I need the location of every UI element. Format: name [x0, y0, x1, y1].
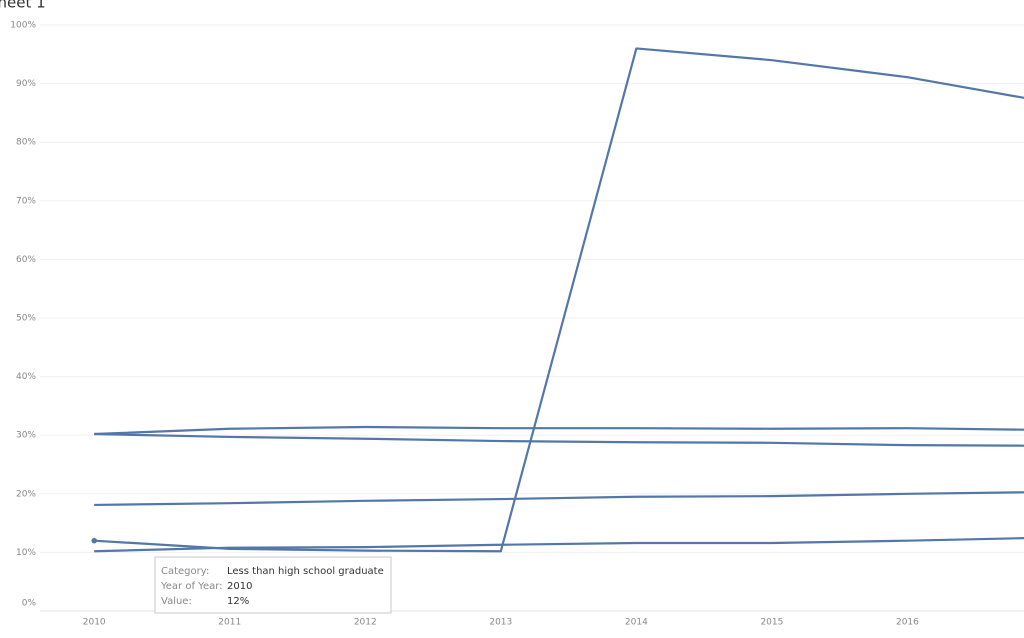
lines[interactable] [91, 47, 1024, 553]
tooltip-key: Year of Year: [160, 581, 223, 592]
series-line[interactable] [94, 491, 1024, 507]
grid [40, 24, 1024, 612]
tooltip-value: 12% [227, 596, 249, 607]
y-tick-label: 0% [22, 599, 37, 609]
x-tick-label: 2013 [489, 618, 512, 628]
y-tick-label: 70% [16, 196, 36, 206]
series-line[interactable] [94, 537, 1024, 553]
x-tick-label: 2012 [354, 618, 377, 628]
sheet-title: Sheet 1 [0, 0, 46, 12]
y-tick-label: 80% [16, 138, 36, 148]
x-tick-label: 2016 [896, 618, 919, 628]
series-line[interactable] [94, 432, 1024, 447]
tooltip: Category: Less than high school graduate… [154, 556, 392, 614]
y-tick-label: 40% [16, 372, 36, 382]
y-tick-label: 100% [10, 21, 36, 31]
y-tick-label: 30% [16, 431, 36, 441]
x-tick-label: 2015 [760, 618, 783, 628]
y-tick-label: 50% [16, 314, 36, 324]
y-tick-label: 90% [16, 79, 36, 89]
y-tick-label: 60% [16, 255, 36, 265]
tooltip-value: Less than high school graduate [227, 566, 384, 577]
tooltip-box [154, 556, 392, 614]
hover-point[interactable] [91, 537, 98, 544]
tooltip-value: 2010 [227, 581, 252, 592]
tooltip-key: Category: [161, 566, 209, 577]
series-line[interactable] [94, 425, 1024, 436]
series-line[interactable] [94, 47, 1024, 553]
tooltip-key: Value: [161, 596, 192, 607]
x-tick-label: 2014 [625, 618, 648, 628]
axes: 0% 10% 20% 30% 40% 50% 60% 70% 80% 90% 100% 2010 201… [10, 21, 1024, 628]
y-tick-label: 10% [16, 548, 36, 558]
x-tick-label: 2011 [218, 618, 241, 628]
y-tick-label: 20% [16, 489, 36, 499]
x-tick-label: 2010 [83, 618, 106, 628]
